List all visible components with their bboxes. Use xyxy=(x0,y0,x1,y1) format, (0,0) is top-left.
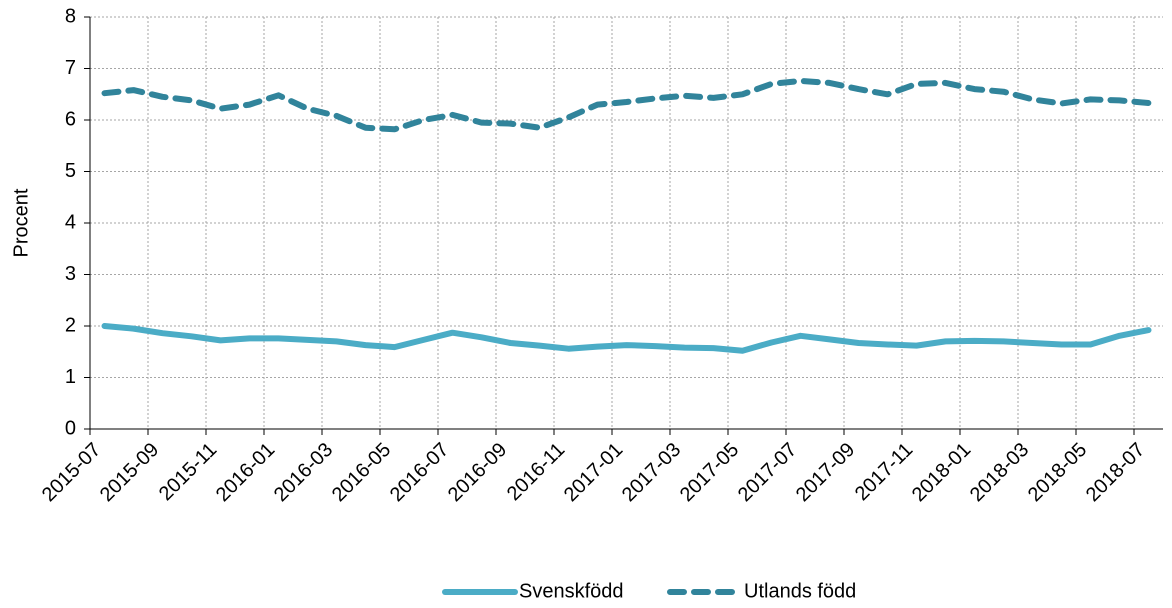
x-tick-label: 2016-05 xyxy=(328,439,395,506)
y-tick-label: 6 xyxy=(65,108,76,130)
x-tick-label: 2018-03 xyxy=(966,439,1033,506)
x-tick-label: 2018-05 xyxy=(1024,439,1091,506)
legend-label: Svenskfödd xyxy=(519,580,624,602)
x-tick-label: 2016-07 xyxy=(386,439,453,506)
y-tick-label: 4 xyxy=(65,211,76,233)
x-tick-label: 2016-09 xyxy=(444,439,511,506)
y-tick-label: 0 xyxy=(65,417,76,439)
x-tick-label: 2016-01 xyxy=(212,439,279,506)
x-tick-label: 2017-09 xyxy=(792,439,859,506)
x-tick-label: 2018-01 xyxy=(908,439,975,506)
x-tick-label: 2017-01 xyxy=(560,439,627,506)
y-tick-label: 2 xyxy=(65,314,76,336)
y-tick-label: 1 xyxy=(65,366,76,388)
x-tick-label: 2017-07 xyxy=(734,439,801,506)
y-tick-label: 7 xyxy=(65,57,76,79)
x-tick-label: 2015-11 xyxy=(155,439,221,505)
x-tick-label: 2017-03 xyxy=(618,439,685,506)
x-tick-label: 2015-07 xyxy=(38,439,105,506)
x-tick-label: 2017-05 xyxy=(676,439,743,506)
x-tick-label: 2018-07 xyxy=(1082,439,1149,506)
y-axis-label: Procent xyxy=(10,188,32,257)
y-tick-label: 5 xyxy=(65,160,76,182)
x-tick-label: 2015-09 xyxy=(96,439,163,506)
x-tick-label: 2016-03 xyxy=(270,439,337,506)
y-tick-label: 8 xyxy=(65,5,76,27)
series-line xyxy=(101,77,1152,133)
x-tick-label: 2017-11 xyxy=(851,439,917,505)
series-line xyxy=(101,323,1152,354)
x-tick-label: 2016-11 xyxy=(503,439,569,505)
legend-label: Utlands född xyxy=(744,580,856,602)
y-tick-label: 3 xyxy=(65,263,76,285)
